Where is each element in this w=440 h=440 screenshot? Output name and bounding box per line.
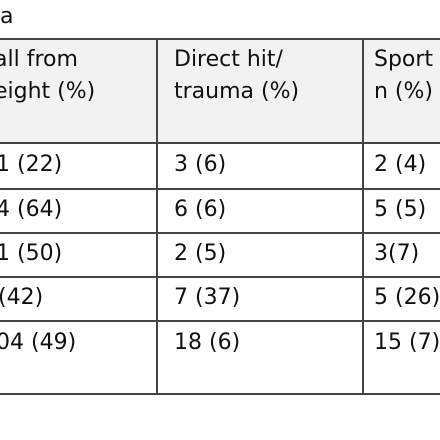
- table-caption: na: [0, 4, 14, 29]
- table-cell: 3 (6): [174, 152, 227, 177]
- row-divider: [0, 188, 440, 190]
- header-fall-line2: eight (%): [0, 79, 96, 104]
- table-cell: (42): [0, 285, 44, 310]
- table-cell: 18 (6): [174, 330, 241, 355]
- row-divider: [0, 320, 440, 322]
- table-top-border: [0, 38, 440, 40]
- table-cell: 5 (5): [374, 197, 427, 222]
- table-cell: 04 (49): [0, 330, 77, 355]
- header-fall-line1: all from: [0, 47, 78, 72]
- table-header-background: [0, 39, 440, 143]
- row-divider: [0, 276, 440, 278]
- table-cell: 3(7): [374, 241, 420, 266]
- table-cell: 2 (5): [174, 241, 227, 266]
- table-bottom-border: [0, 393, 440, 395]
- header-direct-hit-line2: trauma (%): [174, 79, 300, 104]
- table-cell: 15 (7): [374, 330, 440, 355]
- table-cell: 1 (50): [0, 241, 63, 266]
- header-bottom-border: [0, 142, 440, 144]
- column-divider: [362, 38, 364, 395]
- table-cell: 5 (26): [374, 285, 440, 310]
- table-cell: 2 (4): [374, 152, 427, 177]
- table-cell: 4 (64): [0, 197, 63, 222]
- row-divider: [0, 232, 440, 234]
- header-sport-line1: Sport: [374, 47, 434, 72]
- table-cell: 6 (6): [174, 197, 227, 222]
- table-cell: 7 (37): [174, 285, 241, 310]
- column-divider: [156, 38, 158, 395]
- header-direct-hit-line1: Direct hit/: [174, 47, 283, 72]
- header-sport-line2: n (%): [374, 79, 434, 104]
- table-cell: 1 (22): [0, 152, 63, 177]
